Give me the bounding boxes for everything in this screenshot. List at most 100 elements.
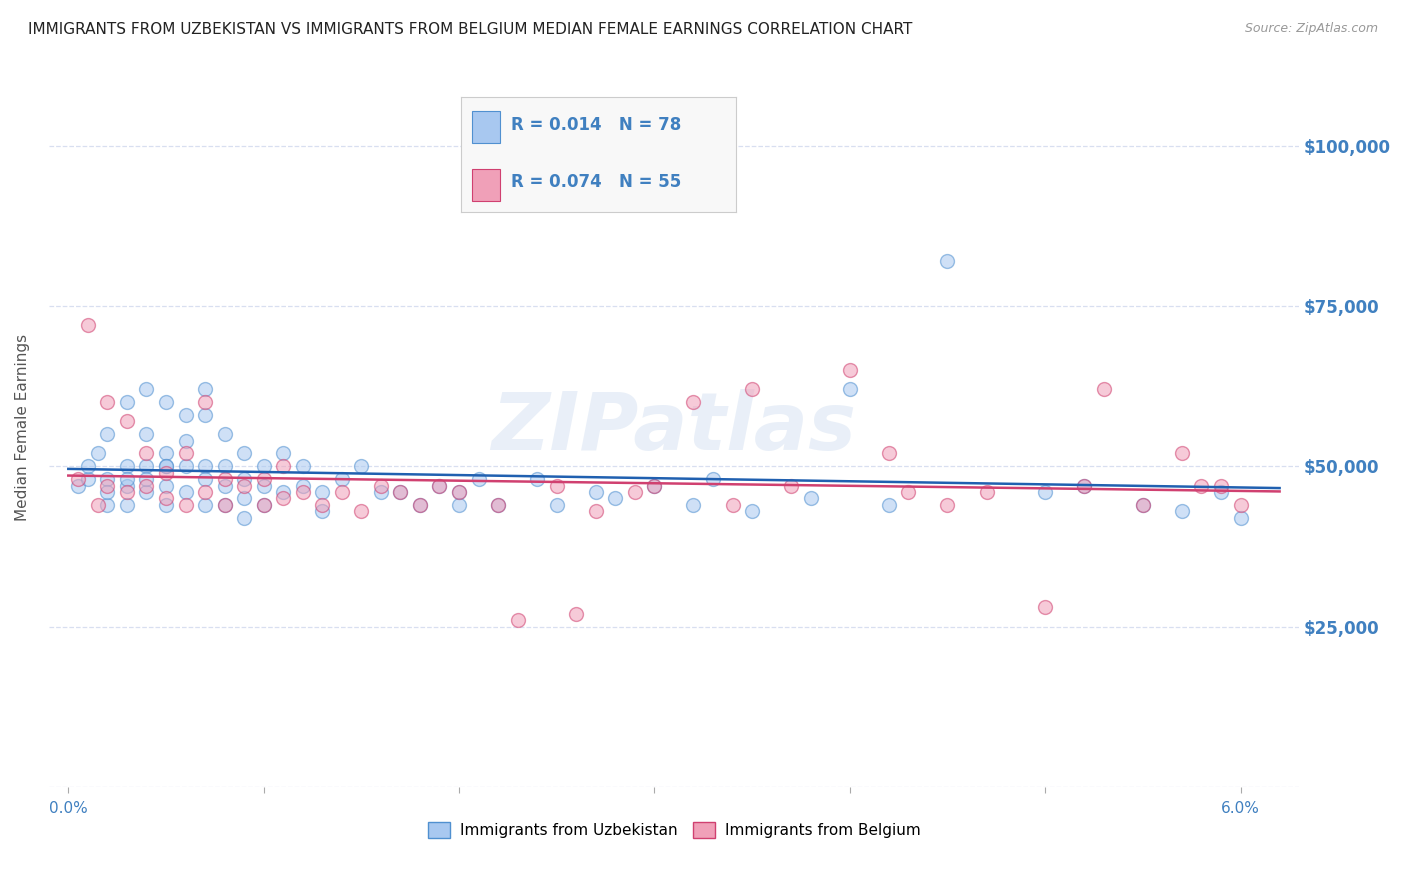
Point <box>429 478 451 492</box>
Point <box>702 472 724 486</box>
Point <box>96 485 118 500</box>
Point <box>330 472 353 486</box>
Point <box>155 498 177 512</box>
Point <box>741 504 763 518</box>
Point <box>233 491 256 506</box>
Point <box>76 472 98 486</box>
Point <box>624 485 647 500</box>
Point <box>486 498 509 512</box>
Point <box>194 408 217 422</box>
Point <box>936 254 959 268</box>
Point <box>389 485 412 500</box>
Point <box>115 498 138 512</box>
Point <box>135 459 157 474</box>
Point <box>253 472 276 486</box>
Point <box>135 478 157 492</box>
Point <box>838 363 860 377</box>
Text: IMMIGRANTS FROM UZBEKISTAN VS IMMIGRANTS FROM BELGIUM MEDIAN FEMALE EARNINGS COR: IMMIGRANTS FROM UZBEKISTAN VS IMMIGRANTS… <box>28 22 912 37</box>
Point <box>96 472 118 486</box>
Point <box>253 478 276 492</box>
Point <box>1033 485 1056 500</box>
Point <box>96 395 118 409</box>
Point <box>115 485 138 500</box>
Point <box>1073 478 1095 492</box>
Point <box>800 491 823 506</box>
Point <box>194 485 217 500</box>
Point <box>350 459 373 474</box>
Point <box>643 478 665 492</box>
Point <box>155 466 177 480</box>
Point <box>155 395 177 409</box>
Point <box>370 485 392 500</box>
Point <box>233 472 256 486</box>
Point <box>214 498 236 512</box>
Point <box>350 504 373 518</box>
Point <box>214 498 236 512</box>
Point <box>682 395 704 409</box>
Point <box>86 446 108 460</box>
Point <box>976 485 998 500</box>
Point <box>174 498 197 512</box>
Point <box>271 485 294 500</box>
Point <box>271 459 294 474</box>
Point <box>526 472 548 486</box>
Point <box>271 446 294 460</box>
Point <box>409 498 432 512</box>
Point <box>585 504 607 518</box>
Point <box>1229 510 1251 524</box>
Point <box>194 382 217 396</box>
Point <box>233 510 256 524</box>
Point <box>741 382 763 396</box>
Point <box>1191 478 1213 492</box>
Point <box>1209 485 1232 500</box>
Point <box>311 498 333 512</box>
Point <box>115 414 138 428</box>
Point <box>1209 478 1232 492</box>
Point <box>67 472 90 486</box>
Point <box>486 498 509 512</box>
Point <box>253 498 276 512</box>
Point <box>86 498 108 512</box>
Point <box>214 478 236 492</box>
Point <box>214 472 236 486</box>
Point <box>135 427 157 442</box>
Point <box>605 491 627 506</box>
Point <box>1033 600 1056 615</box>
Point <box>194 498 217 512</box>
Point <box>721 498 744 512</box>
Point <box>96 478 118 492</box>
Point <box>467 472 489 486</box>
Point <box>1229 498 1251 512</box>
Point <box>271 491 294 506</box>
Point <box>330 485 353 500</box>
Point <box>682 498 704 512</box>
Point <box>311 485 333 500</box>
Point <box>291 485 314 500</box>
Point <box>877 446 900 460</box>
Point <box>214 427 236 442</box>
Point <box>506 613 529 627</box>
Point <box>643 478 665 492</box>
Point <box>155 478 177 492</box>
Legend: Immigrants from Uzbekistan, Immigrants from Belgium: Immigrants from Uzbekistan, Immigrants f… <box>422 816 927 844</box>
Point <box>780 478 803 492</box>
Text: Source: ZipAtlas.com: Source: ZipAtlas.com <box>1244 22 1378 36</box>
Point <box>1092 382 1115 396</box>
Point <box>214 459 236 474</box>
Point <box>155 459 177 474</box>
Point <box>546 478 568 492</box>
Point <box>115 395 138 409</box>
Point <box>135 382 157 396</box>
Point <box>838 382 860 396</box>
Point <box>135 446 157 460</box>
Point <box>877 498 900 512</box>
Point <box>291 478 314 492</box>
Point <box>253 498 276 512</box>
Text: ZIPatlas: ZIPatlas <box>492 389 856 467</box>
Point <box>194 395 217 409</box>
Point <box>135 485 157 500</box>
Point <box>447 498 470 512</box>
Point <box>1132 498 1154 512</box>
Point <box>311 504 333 518</box>
Point <box>96 427 118 442</box>
